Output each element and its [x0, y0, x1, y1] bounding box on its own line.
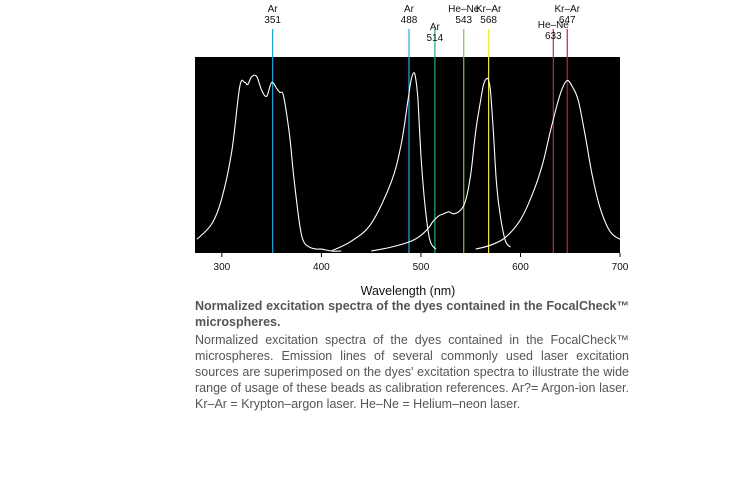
- laser-line-source-label: Ar: [404, 4, 415, 15]
- laser-line-wavelength-label: 488: [401, 15, 418, 26]
- caption-title: Normalized excitation spectra of the dye…: [195, 299, 629, 329]
- laser-line-wavelength-label: 568: [480, 15, 497, 26]
- x-axis-label: Wavelength (nm): [361, 284, 456, 298]
- spectra-curves: [196, 72, 621, 252]
- laser-line-wavelength-label: 514: [427, 33, 444, 44]
- spectrum-curve: [371, 77, 511, 252]
- x-tick-label: 400: [313, 262, 330, 273]
- plot-area: [195, 57, 620, 253]
- laser-line-source-label: Kr–Ar: [476, 4, 502, 15]
- x-axis: 300 400 500 600 700: [214, 253, 629, 273]
- spectrum-curve: [331, 72, 437, 252]
- spectrum-curve: [475, 79, 621, 250]
- laser-line-wavelength-label: 633: [545, 31, 562, 42]
- laser-line-source-label: He–Ne: [448, 4, 480, 15]
- laser-line-wavelength-label: 647: [559, 15, 576, 26]
- laser-line-source-label: He–Ne: [538, 20, 570, 31]
- x-tick-label: 700: [612, 262, 629, 273]
- x-tick-label: 600: [512, 262, 529, 273]
- laser-line-wavelength-label: 351: [264, 15, 281, 26]
- figure-caption: Normalized excitation spectra of the dye…: [195, 298, 629, 412]
- x-tick-label: 500: [413, 262, 430, 273]
- caption-body: Normalized excitation spectra of the dye…: [195, 333, 629, 411]
- laser-line-wavelength-label: 543: [455, 15, 472, 26]
- x-tick-label: 300: [214, 262, 231, 273]
- laser-line-source-label: Ar: [430, 22, 441, 33]
- laser-line-source-label: Kr–Ar: [554, 4, 580, 15]
- laser-line-source-label: Ar: [268, 4, 279, 15]
- spectrum-curve: [196, 74, 342, 252]
